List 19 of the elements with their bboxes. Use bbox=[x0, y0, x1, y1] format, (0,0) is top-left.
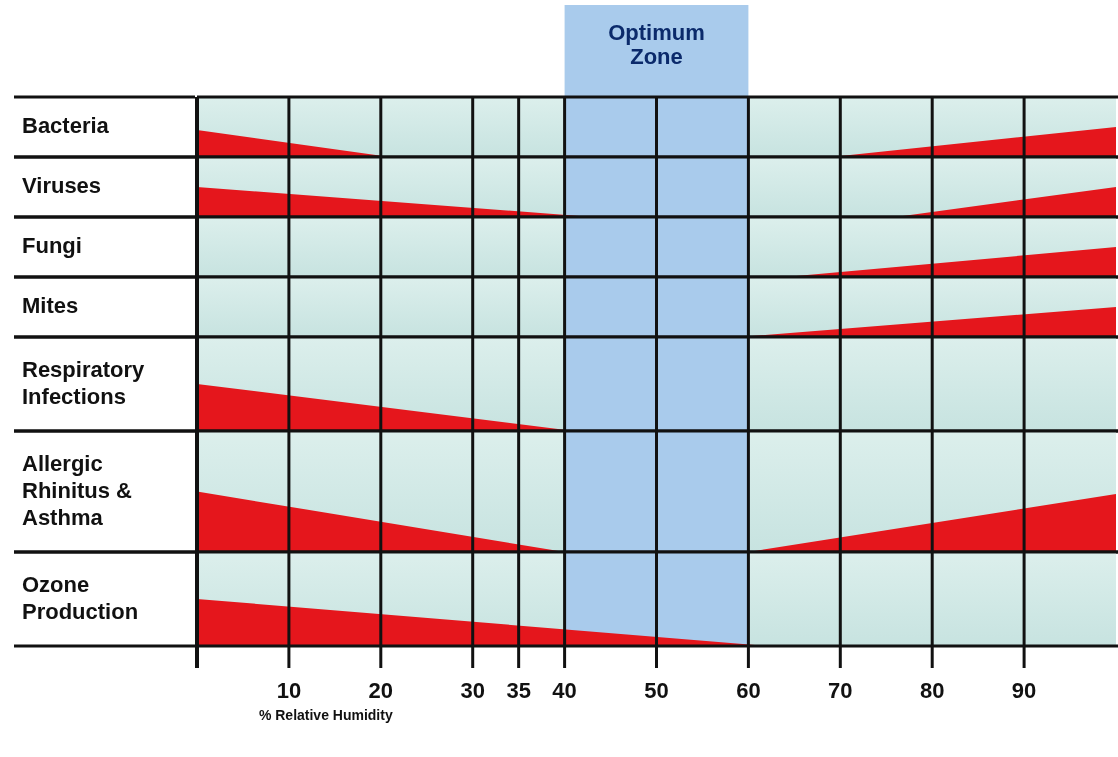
x-tick-label: 90 bbox=[1011, 678, 1037, 703]
x-tick-label: 30 bbox=[460, 678, 485, 703]
x-tick-label: 35 bbox=[506, 678, 531, 703]
y-axis-title: Respiratory Infections bbox=[22, 356, 146, 409]
x-tick-label: 50 bbox=[644, 678, 669, 703]
y-axis-title: Bacteria bbox=[22, 112, 110, 138]
x-tick-label: 60 bbox=[736, 678, 761, 703]
y-axis-title: Viruses bbox=[22, 172, 102, 198]
x-tick-label: 10 bbox=[276, 678, 302, 703]
x-tick-label: 70 bbox=[828, 678, 853, 703]
band-label: Optimum Zone bbox=[608, 20, 705, 69]
x-axis-title: % Relative Humidity bbox=[258, 707, 393, 723]
x-tick-label: 40 bbox=[552, 678, 577, 703]
x-tick-label: 20 bbox=[368, 678, 394, 703]
y-axis-title: Fungi bbox=[22, 232, 82, 258]
y-axis-title: Ozone Production bbox=[22, 571, 139, 624]
x-tick-label: 80 bbox=[919, 678, 945, 703]
y-axis-title: Allergic Rhinitus & Asthma bbox=[22, 450, 133, 530]
y-axis-title: Mites bbox=[22, 292, 79, 318]
